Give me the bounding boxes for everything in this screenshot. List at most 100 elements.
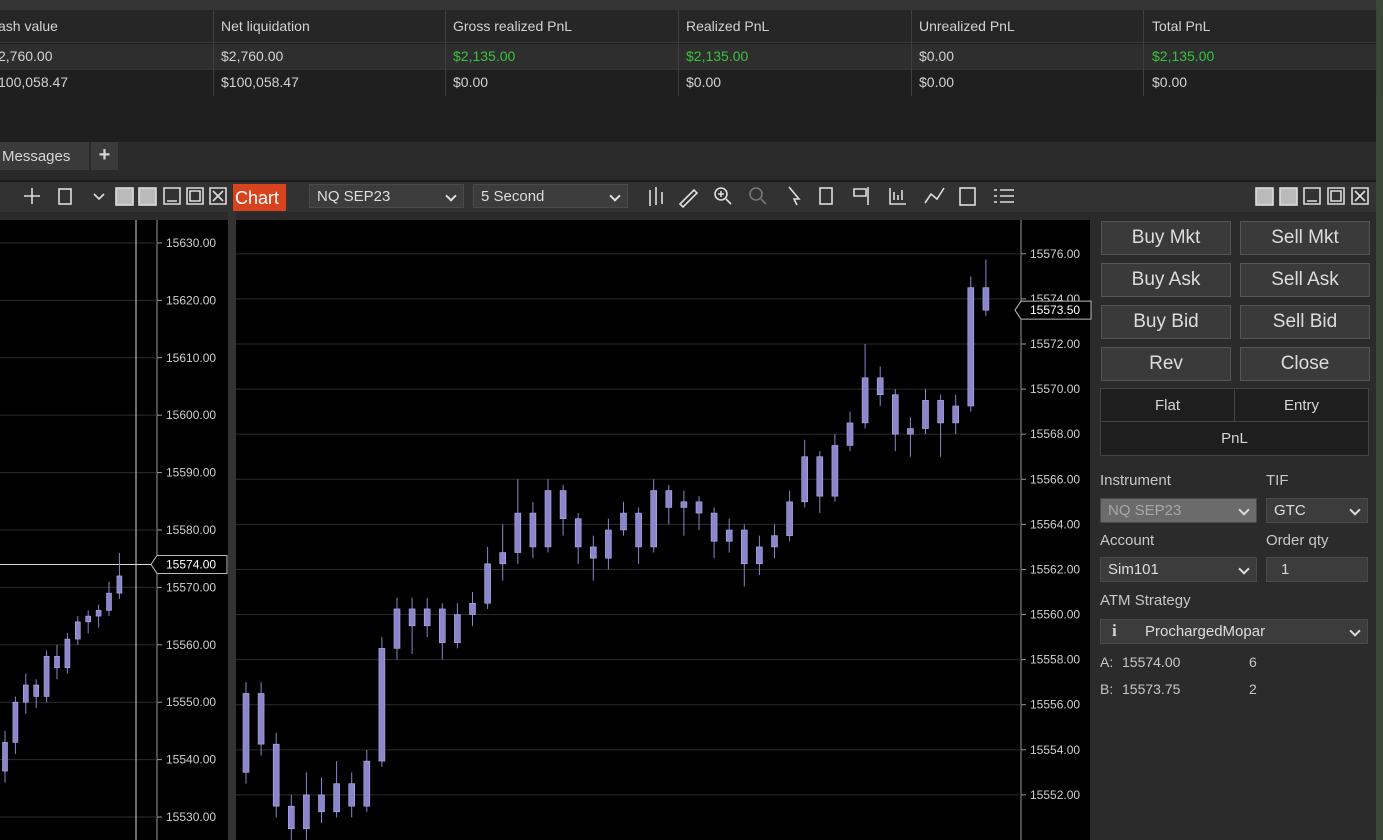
properties-icon[interactable] (959, 187, 976, 206)
crosshair-icon[interactable] (24, 188, 40, 204)
y-tick-label: 15630.00 (166, 236, 216, 250)
table-cell: $0.00 (919, 74, 955, 90)
column-separator (678, 10, 679, 96)
window-icon[interactable] (138, 187, 157, 206)
ask-price: 15574.00 (1122, 654, 1181, 670)
table-cell: $2,760.00 (221, 48, 284, 64)
ask-label: A: (1100, 654, 1114, 670)
y-tick-label: 15540.00 (166, 753, 216, 767)
table-cell: 100,058.47 (0, 74, 69, 90)
order-button[interactable]: Sell Bid (1240, 305, 1370, 339)
candle-body (2, 742, 8, 772)
close-icon[interactable] (1351, 187, 1369, 205)
y-tick-label: 15576.00 (1030, 247, 1080, 261)
pnl-tab[interactable]: PnL (1221, 430, 1248, 447)
data-box-icon[interactable] (58, 188, 72, 205)
data-box-icon[interactable] (819, 187, 833, 205)
y-tick-label: 15568.00 (1030, 427, 1080, 441)
order-button[interactable]: Sell Ask (1240, 263, 1370, 297)
column-header: Total PnL (1152, 18, 1211, 34)
zoom-out-icon[interactable] (749, 187, 763, 201)
close-icon[interactable] (209, 187, 227, 205)
column-separator (911, 10, 912, 96)
candle-body (771, 535, 778, 548)
tif-select[interactable]: GTC (1266, 498, 1368, 523)
y-tick-label: 15590.00 (166, 466, 216, 480)
candle-body (106, 592, 112, 611)
zoom-in-icon[interactable] (714, 187, 728, 201)
column-header: Unrealized PnL (919, 18, 1015, 34)
candle-body (891, 394, 899, 435)
ask-size: 6 (1249, 654, 1257, 670)
minimize-icon[interactable] (163, 187, 181, 205)
order-panel: Buy Mkt Sell Mkt Buy Ask Sell Ask Buy Bid Sel… (1092, 212, 1376, 840)
window-icon[interactable] (1255, 187, 1274, 206)
candle-body (378, 648, 386, 762)
candle-body (756, 546, 763, 565)
candle-body (846, 422, 854, 446)
strategy-icon[interactable] (924, 187, 945, 204)
accounts-table: ash value Net liquidation Gross realized P… (0, 10, 1377, 142)
window-icon[interactable] (1279, 187, 1298, 206)
candle-body (454, 614, 461, 644)
pointer-icon[interactable] (788, 186, 801, 206)
add-tab[interactable]: + (91, 142, 118, 170)
window-icon[interactable] (115, 187, 134, 206)
messages-tab[interactable]: Messages (0, 142, 89, 170)
candle-body (64, 638, 71, 669)
order-button[interactable]: Sell Mkt (1240, 221, 1370, 255)
candle-body (937, 400, 944, 424)
order-button[interactable]: Buy Bid (1101, 305, 1231, 339)
y-tick-label: 15572.00 (1030, 337, 1080, 351)
flat-tab[interactable]: Flat (1101, 389, 1235, 422)
entry-tab[interactable]: Entry (1235, 389, 1368, 422)
order-button[interactable]: Close (1240, 347, 1370, 381)
y-tick-label: 15562.00 (1030, 562, 1080, 576)
desktop-edge (1376, 0, 1383, 840)
atm-select[interactable]: ProchargedMopar (1100, 619, 1368, 644)
price-marker (1014, 300, 1092, 320)
column-separator (1376, 10, 1377, 96)
maximize-icon[interactable] (1327, 187, 1345, 205)
candle-body (982, 287, 990, 311)
table-cell: $100,058.47 (221, 74, 299, 90)
instrument-select[interactable]: NQ SEP23 (1100, 498, 1257, 523)
candle-body (333, 783, 340, 813)
minimize-icon[interactable] (1303, 187, 1321, 205)
chart-tab[interactable]: Chart (233, 184, 286, 211)
candle-body (363, 760, 371, 807)
order-button[interactable]: Rev (1101, 347, 1231, 381)
candle-body (75, 621, 81, 640)
qty-input[interactable]: 1 (1266, 557, 1368, 582)
candle-body (287, 805, 295, 830)
candle-body (861, 377, 869, 424)
candle-body (876, 377, 884, 396)
candle-body (242, 693, 250, 773)
candle-body (635, 512, 642, 548)
bars-icon[interactable] (649, 187, 663, 206)
candle-body (95, 610, 102, 617)
candle-body (680, 501, 688, 508)
maximize-icon[interactable] (186, 187, 204, 205)
analysis-icon[interactable] (889, 188, 906, 205)
price-label: 15573.50 (1030, 303, 1080, 317)
account-select[interactable]: Sim101 (1100, 557, 1257, 582)
y-tick-label: 15556.00 (1030, 698, 1080, 712)
draw-icon[interactable] (678, 188, 699, 209)
dropdown-icon[interactable] (93, 193, 105, 201)
indicator-icon[interactable] (853, 187, 869, 205)
y-tick-label: 15550.00 (166, 695, 216, 709)
order-button[interactable]: Buy Mkt (1101, 221, 1231, 255)
interval-select[interactable]: 5 Second (473, 184, 628, 208)
list-icon[interactable] (994, 189, 1014, 203)
instrument-select[interactable]: NQ SEP23 (309, 184, 464, 208)
row-bg (0, 44, 1376, 69)
toolbar-icons (24, 186, 1369, 209)
candle-body (907, 428, 914, 435)
atm-label: ATM Strategy (1100, 592, 1191, 609)
charts: 15630.00 15620.00 15610.00 15600.00 15590.00… (0, 212, 1092, 840)
order-button[interactable]: Buy Ask (1101, 263, 1231, 297)
table-cell: $0.00 (686, 74, 722, 90)
candle-body (318, 794, 325, 813)
